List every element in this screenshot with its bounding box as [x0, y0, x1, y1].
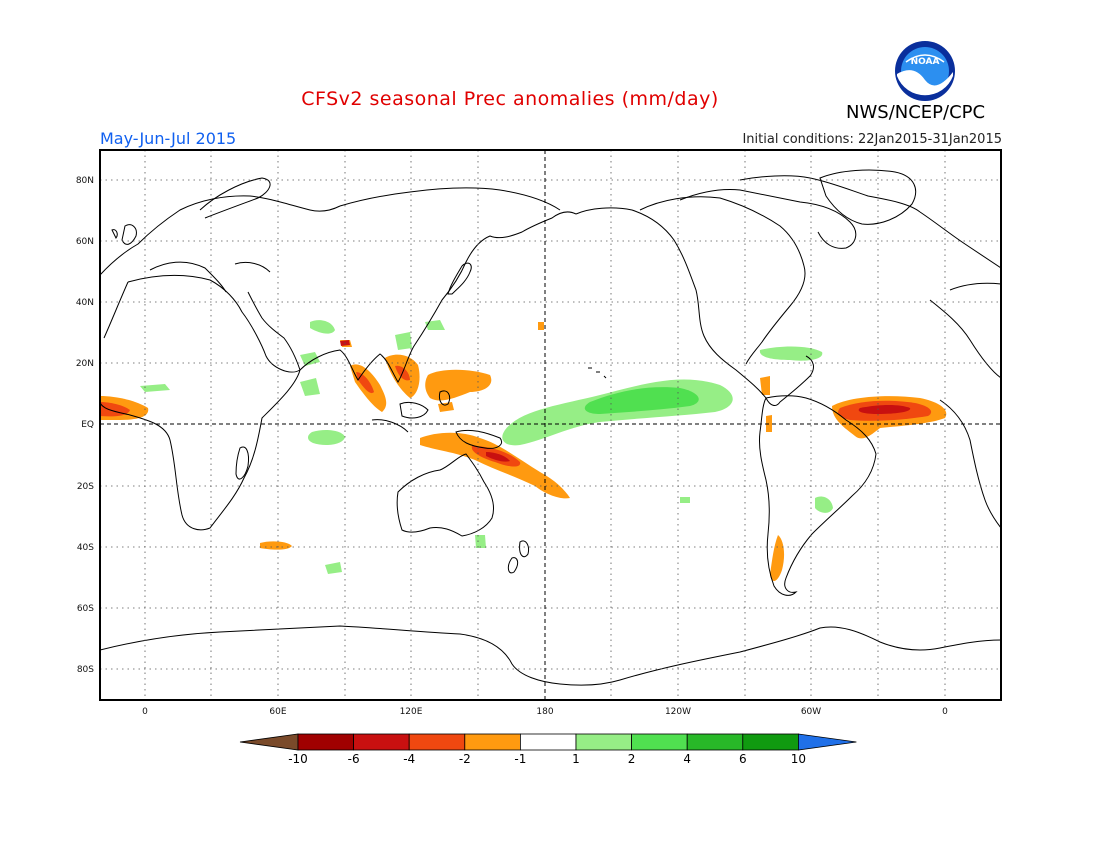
colorbar-swatch	[353, 733, 410, 751]
coast-australia	[396, 453, 495, 537]
colorbar-label: 4	[683, 752, 691, 766]
wet-anomaly-central-pacific-core	[584, 387, 699, 414]
colorbar-label: 10	[791, 752, 806, 766]
colorbar-label: -6	[348, 752, 360, 766]
coast-siberia	[339, 187, 561, 211]
coast-africa-east	[939, 399, 1001, 529]
colorbar-swatch	[297, 733, 354, 751]
wet-anomaly-east-pacific	[759, 346, 823, 361]
colorbar-swatch	[520, 733, 577, 751]
lat-label: 20S	[77, 482, 94, 492]
coastlines	[100, 169, 1001, 686]
colorbar-label: -1	[514, 752, 526, 766]
coast-antarctica	[100, 625, 1001, 686]
colorbar-swatch	[464, 733, 521, 751]
noaa-logo-icon: NOAA	[895, 41, 955, 101]
lat-label: 80S	[77, 665, 94, 675]
lat-label: 20N	[76, 359, 94, 369]
coast-madagascar	[235, 446, 249, 480]
title-text: CFSv2 seasonal Prec anomalies (mm/day)	[301, 88, 719, 110]
colorbar-swatch	[408, 733, 466, 751]
colorbar-arrow-left	[239, 733, 299, 751]
lon-label: 120W	[665, 707, 691, 717]
forecast-period: May-Jun-Jul 2015	[100, 129, 237, 148]
colorbar-label: 2	[628, 752, 636, 766]
colorbar-label: 1	[572, 752, 580, 766]
wet-anomaly-asia	[300, 320, 445, 396]
coast-europe	[100, 195, 341, 293]
lon-label: 60W	[801, 707, 821, 717]
lon-label: 120E	[400, 707, 423, 717]
colorbar-swatch	[686, 733, 744, 751]
colorbar-legend: -10 -6 -4 -2 -1 1 2 4 6 10	[239, 733, 857, 766]
colorbar-label: -4	[403, 752, 415, 766]
colorbar-label: -2	[459, 752, 471, 766]
lat-label: EQ	[81, 420, 94, 430]
lon-label: 180	[536, 707, 553, 717]
colorbar-label: 6	[739, 752, 747, 766]
dry-anomaly-atlantic-itcz-core	[858, 405, 911, 414]
coast-hawaii	[588, 367, 607, 379]
coast-south-america	[759, 395, 877, 596]
coast-japan	[447, 262, 472, 295]
wet-anomaly-west-africa	[140, 320, 335, 392]
lon-label: 0	[142, 707, 148, 717]
colorbar-swatch	[575, 733, 632, 751]
lat-label: 80N	[76, 176, 94, 186]
agency-label: NWS/NCEP/CPC	[846, 102, 986, 123]
dry-anomaly-spcz-core	[486, 452, 510, 462]
lat-label: 60S	[77, 604, 94, 614]
dry-anomaly-philippine-sea	[425, 369, 492, 412]
map-title: CFSv2 seasonal Prec anomalies (mm/day)	[0, 88, 1100, 110]
coast-europe-east	[919, 211, 1001, 379]
coast-asia	[247, 211, 577, 383]
lat-label: 40S	[77, 543, 94, 553]
lat-label: 60N	[76, 237, 94, 247]
coast-africa	[100, 275, 301, 531]
lat-lon-grid	[100, 150, 1001, 700]
dry-anomaly-spcz	[420, 432, 570, 499]
dry-anomaly-bay-of-bengal	[340, 340, 420, 412]
coast-se-asia-islands	[371, 390, 503, 449]
latitude-labels: 80N 60N 40N 20N EQ 20S 40S 60S 80S	[76, 176, 94, 675]
lon-label: 60E	[269, 707, 286, 717]
dry-anomaly-gulf-of-guinea-core	[100, 402, 130, 417]
colorbar-swatch	[631, 733, 688, 751]
wet-anomaly-south-pacific	[325, 496, 833, 574]
coast-north-america	[575, 196, 814, 406]
coast-uk	[111, 224, 137, 245]
coast-new-zealand	[507, 540, 529, 574]
longitude-labels: 0 60E 120E 180 120W 60W 0	[142, 707, 948, 717]
logo-text: NOAA	[911, 57, 940, 67]
map-frame	[99, 149, 1002, 701]
wet-anomaly-indian-ocean	[308, 429, 345, 445]
coast-canada-arctic	[679, 175, 921, 249]
colorbar-swatch	[742, 733, 799, 751]
colorbar-arrow-right	[798, 733, 857, 751]
lon-label: 0	[942, 707, 948, 717]
lat-label: 40N	[76, 298, 94, 308]
dry-anomaly-bay-of-bengal-core	[356, 365, 410, 394]
anomaly-shading	[100, 320, 947, 582]
dry-anomaly-south-america	[260, 322, 785, 582]
coast-greenland	[819, 169, 917, 225]
initial-conditions: Initial conditions: 22Jan2015-31Jan2015	[742, 132, 1002, 147]
coast-scandinavia	[199, 177, 271, 219]
colorbar-label: -10	[288, 752, 308, 766]
